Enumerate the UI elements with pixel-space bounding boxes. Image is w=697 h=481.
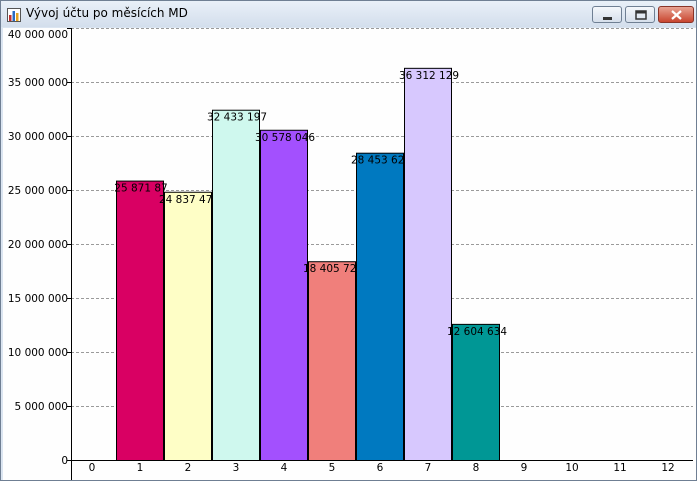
- bar: [404, 67, 452, 461]
- y-tick-label: 20 000 000: [8, 239, 68, 251]
- data-label: 18 405 727: [303, 263, 363, 275]
- x-tick-label: 10: [565, 462, 578, 474]
- window-title: Vývoj účtu po měsících MD: [26, 6, 188, 20]
- close-button[interactable]: [658, 6, 694, 23]
- data-label: 30 578 046: [255, 132, 315, 144]
- y-tick-label: 25 000 000: [8, 185, 68, 197]
- x-tick-label: 0: [89, 462, 96, 474]
- x-tick-label: 2: [185, 462, 192, 474]
- bar: [164, 191, 212, 461]
- bar: [116, 180, 164, 461]
- x-tick-label: 3: [233, 462, 240, 474]
- data-label: 24 837 472: [159, 194, 219, 206]
- x-tick-label: 4: [281, 462, 288, 474]
- bar-chart: 0 5 000 000 10 000 000 15 000 000 20 000 000…: [8, 28, 693, 480]
- x-tick-label: 11: [613, 462, 626, 474]
- bar: [212, 109, 260, 462]
- data-label: 32 433 197: [207, 112, 267, 124]
- y-tick-label: 40 000 000: [8, 29, 68, 41]
- maximize-icon: [635, 10, 647, 20]
- maximize-button[interactable]: [625, 6, 655, 23]
- x-tick-label: 12: [661, 462, 674, 474]
- y-tick-label: 5 000 000: [15, 401, 68, 413]
- y-tick-label: 0: [61, 455, 68, 467]
- data-label: 36 312 129: [399, 70, 459, 82]
- data-label: 28 453 622: [351, 155, 411, 167]
- y-tick-label: 35 000 000: [8, 77, 68, 89]
- x-tick-label: 9: [521, 462, 528, 474]
- bar: [308, 261, 356, 461]
- x-tick-label: 7: [425, 462, 432, 474]
- x-tick-label: 6: [377, 462, 384, 474]
- x-tick-label: 8: [473, 462, 480, 474]
- bar: [452, 323, 500, 462]
- minimize-button[interactable]: [592, 6, 622, 23]
- bar-chart-app-icon: [7, 7, 21, 22]
- data-label: 25 871 87: [114, 183, 167, 195]
- plot-area: 0 5 000 000 10 000 000 15 000 000 20 000 000…: [3, 28, 696, 480]
- title-bar[interactable]: Vývoj účtu po měsících MD: [1, 1, 696, 27]
- y-tick-label: 15 000 000: [8, 293, 68, 305]
- x-tick-label: 5: [329, 462, 336, 474]
- minimize-icon: [603, 17, 612, 20]
- close-icon: [671, 10, 682, 20]
- bar: [260, 129, 308, 461]
- bar: [356, 152, 404, 461]
- y-tick-label: 10 000 000: [8, 347, 68, 359]
- data-label: 12 604 634: [447, 326, 507, 338]
- y-tick-label: 30 000 000: [8, 131, 68, 143]
- x-tick-label: 1: [137, 462, 144, 474]
